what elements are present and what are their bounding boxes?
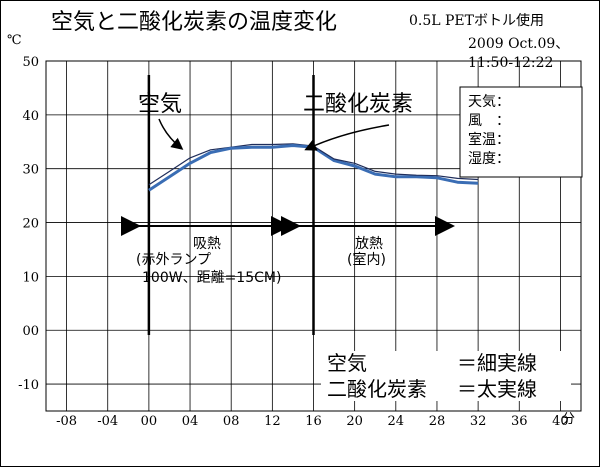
info-weather: 天気： <box>468 94 510 110</box>
x-tick-label: 20 <box>346 414 363 429</box>
y-tick-label: 20 <box>22 217 39 232</box>
release-label: 放熱 <box>355 236 383 252</box>
absorb-sub1: (赤外ランプ <box>136 252 211 268</box>
y-tick-label: 00 <box>22 324 39 339</box>
info-box <box>459 86 583 178</box>
y-tick-label: -10 <box>18 378 39 393</box>
co2-arrow <box>304 124 390 151</box>
x-tick-label: 36 <box>511 414 528 429</box>
x-tick-label: -08 <box>56 414 77 429</box>
tick-labels: -08 -04 00 04 08 12 16 20 24 28 32 36 40 -10 00 10 20 30 4… <box>18 55 569 429</box>
y-tick-label: 10 <box>22 270 39 285</box>
info-room-temp: 室温： <box>468 131 510 148</box>
x-tick-label: 40 <box>552 414 569 429</box>
phase-lines <box>147 75 315 335</box>
x-tick-label: 24 <box>388 414 405 429</box>
x-tick-label: 08 <box>223 414 240 429</box>
air-annotation: 空気 <box>138 92 182 117</box>
note-date: 2009 Oct.09、 <box>468 36 569 52</box>
x-tick-label: 16 <box>305 414 322 429</box>
absorb-sub2: 100W、距離=15CM) <box>142 269 281 286</box>
y-tick-label: 50 <box>22 55 39 70</box>
y-unit-label: ℃ <box>7 33 22 48</box>
legend-co2-name: 二酸化炭素 <box>327 377 427 401</box>
release-sub: (室内) <box>347 251 386 268</box>
x-tick-label: 32 <box>470 414 487 429</box>
y-tick-label: 40 <box>22 109 39 124</box>
x-unit-label: 分 <box>562 412 575 427</box>
note-time: 11:50-12:22 <box>468 55 553 71</box>
absorb-label: 吸熱 <box>193 236 221 252</box>
info-wind: 風 ： <box>468 113 510 129</box>
series-line <box>313 145 479 181</box>
co2-annotation: 二酸化炭素 <box>303 92 413 117</box>
legend-air-style: ＝細実線 <box>457 351 537 375</box>
x-tick-label: 00 <box>141 414 158 429</box>
y-tick-label: 30 <box>22 163 39 178</box>
legend-co2-style: ＝太実線 <box>457 377 537 401</box>
x-tick-label: -04 <box>97 414 118 429</box>
info-humidity: 湿度： <box>468 151 510 167</box>
legend-bg <box>321 351 571 401</box>
x-tick-label: 12 <box>264 414 281 429</box>
x-tick-label: 28 <box>429 414 446 429</box>
legend-air-name: 空気 <box>327 351 367 375</box>
x-tick-label: 04 <box>182 414 199 429</box>
chart-title: 空気と二酸化炭素の温度変化 <box>51 10 337 35</box>
air-arrow <box>158 118 184 150</box>
note-container: 0.5L PETボトル使用 <box>409 12 544 29</box>
